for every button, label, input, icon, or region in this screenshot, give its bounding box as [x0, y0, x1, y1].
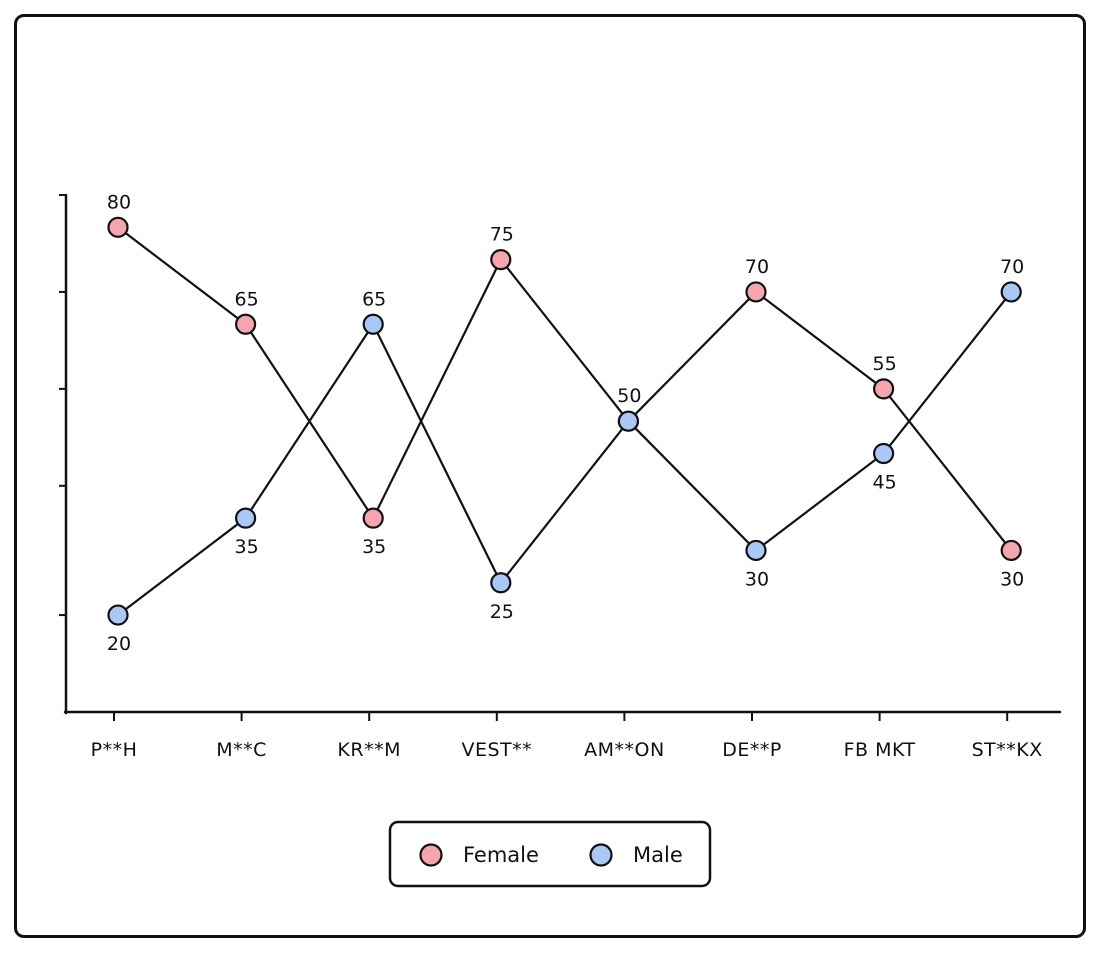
male-point [107, 604, 129, 626]
female-data-label: 35 [362, 536, 386, 558]
series-line-female [116, 226, 1013, 552]
female-point [362, 507, 384, 529]
male-point [362, 313, 384, 335]
x-tick-label: AM**ON [584, 739, 665, 761]
x-tick-label: P**H [91, 739, 138, 761]
male-data-label: 45 [873, 472, 897, 494]
x-tick-label: KR**M [337, 739, 401, 761]
female-data-label: 30 [1000, 568, 1024, 590]
x-tick-label: VEST** [461, 739, 532, 761]
female-data-label: 55 [873, 353, 897, 375]
male-point [617, 410, 640, 432]
legend-label-female: Female [463, 843, 539, 867]
series-lines [116, 226, 1013, 617]
male-data-label: 65 [362, 288, 386, 310]
male-point [1000, 281, 1022, 303]
female-point [107, 216, 129, 238]
legend-label-male: Male [633, 843, 683, 867]
female-point [1000, 539, 1022, 562]
y-axis-ticks [59, 194, 66, 617]
series-points [107, 216, 1022, 626]
female-point [872, 378, 895, 400]
legend-box [388, 820, 712, 888]
legend: Female Male [388, 820, 712, 888]
female-point [745, 281, 767, 303]
data-labels: 80 65 35 75 50 70 55 30 20 35 65 25 30 45 70 [107, 191, 1024, 655]
x-tick-label: FB MKT [844, 739, 916, 761]
female-point [490, 249, 512, 271]
x-tick-label: M**C [216, 739, 267, 761]
legend-marker-male [589, 843, 613, 867]
male-data-label: 20 [107, 633, 131, 655]
x-tick-label: ST**KX [972, 739, 1043, 761]
male-point [490, 572, 512, 594]
x-axis-ticks: P**H M**C KR**M VEST** AM**ON DE**P FB MKT ST**… [91, 712, 1043, 761]
x-tick-label: DE**P [722, 739, 782, 761]
male-point [872, 442, 895, 465]
male-point [745, 539, 767, 562]
male-data-label: 70 [1000, 256, 1024, 278]
axes [63, 193, 1062, 715]
female-data-label: 80 [107, 191, 131, 213]
female-data-label: 70 [745, 256, 769, 278]
series-line-male [116, 290, 1013, 617]
female-data-label: 65 [235, 288, 259, 310]
female-data-label: 50 [617, 385, 641, 407]
chart-frame [14, 14, 1086, 938]
female-data-label: 75 [490, 224, 514, 246]
male-data-label: 35 [235, 536, 259, 558]
male-data-label: 30 [745, 568, 769, 590]
female-point [235, 313, 257, 335]
male-point [235, 507, 257, 529]
male-data-label: 25 [490, 601, 514, 623]
legend-marker-female [419, 843, 443, 867]
